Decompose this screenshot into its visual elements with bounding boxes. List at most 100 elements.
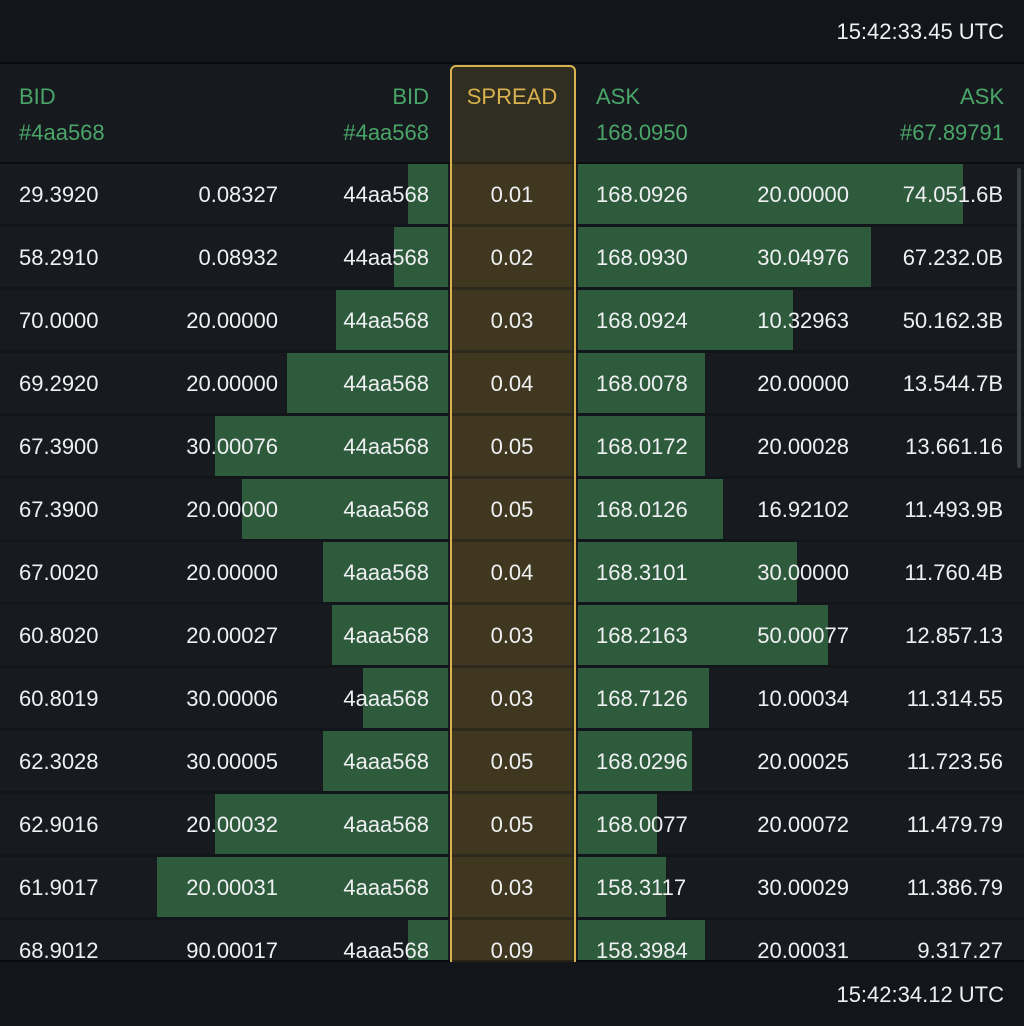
ask-quantity: 16.92102 <box>757 497 849 522</box>
bid-quantity: 20.00000 <box>186 560 278 585</box>
order-row[interactable]: 58.2910 0.08932 44aa568 0.02 168.0930 30.0497… <box>0 227 1024 287</box>
bid-total: 4aaa568 <box>343 686 429 711</box>
ask-price: 158.3117 <box>596 875 687 900</box>
order-row[interactable]: 29.3920 0.08327 44aa568 0.01 168.0926 20.0000… <box>0 164 1024 224</box>
spread-value: 0.03 <box>490 308 534 333</box>
bid-total: 4aaa568 <box>343 497 429 522</box>
bid-quantity: 30.00076 <box>186 434 278 459</box>
ask-depth-bar <box>578 227 872 287</box>
order-row[interactable]: 67.3900 20.00000 4aaa568 0.05 168.0126 16.921… <box>0 479 1024 539</box>
order-row[interactable]: 61.9017 20.00031 4aaa568 0.03 158.3117 30.000… <box>0 857 1024 917</box>
ask-price: 168.0172 <box>596 434 688 459</box>
spread-value: 0.05 <box>490 812 534 837</box>
spread-value: 0.04 <box>490 560 534 585</box>
ask-depth-bar <box>578 920 706 960</box>
bid-depth-bar <box>215 794 448 854</box>
bid-total: 44aa568 <box>343 182 429 207</box>
header-bid-right-sub: #4aa568 <box>343 120 429 145</box>
header-ask-right: ASK <box>959 84 1004 109</box>
bid-price: 62.3028 <box>19 749 99 774</box>
bid-quantity: 20.00027 <box>186 623 278 648</box>
bid-price: 69.2920 <box>19 371 99 396</box>
bid-depth-bar <box>407 164 448 224</box>
bid-depth-bar <box>331 605 448 665</box>
bid-depth-bar <box>156 857 448 917</box>
ask-depth-bar <box>578 794 657 854</box>
order-row[interactable]: 67.0020 20.00000 4aaa568 0.04 168.3101 30.000… <box>0 542 1024 602</box>
bid-depth-bar <box>215 416 448 476</box>
ask-quantity: 10.00034 <box>757 686 849 711</box>
ask-total: 11.723.56 <box>906 749 1003 774</box>
bid-quantity: 20.00000 <box>186 308 278 333</box>
order-row[interactable]: 68.9012 90.00017 4aaa568 0.09 158.3984 20.000… <box>0 920 1024 960</box>
spread-cell-bg <box>452 416 572 476</box>
top-timestamp: 15:42:33.45 UTC <box>836 19 1004 44</box>
ask-quantity: 10.32963 <box>757 308 849 333</box>
bid-price: 58.2910 <box>19 245 99 270</box>
order-row[interactable]: 70.0000 20.00000 44aa568 0.03 168.0924 10.329… <box>0 290 1024 350</box>
bid-total: 4aaa568 <box>343 875 429 900</box>
bid-quantity: 20.00000 <box>186 497 278 522</box>
spread-cell-bg <box>452 479 572 539</box>
ask-quantity: 30.04976 <box>757 245 849 270</box>
bid-total: 4aaa568 <box>343 560 429 585</box>
order-book-header: BID #4aa568 BID #4aa568 SPREAD ASK 168.0… <box>0 64 1024 165</box>
ask-price: 168.0126 <box>596 497 688 522</box>
ask-quantity: 30.00029 <box>757 875 849 900</box>
bid-total: 44aa568 <box>343 434 429 459</box>
bid-quantity: 20.00000 <box>186 371 278 396</box>
ask-quantity: 20.00072 <box>757 812 849 837</box>
scrollbar[interactable] <box>1017 168 1021 468</box>
bid-price: 67.0020 <box>19 560 99 585</box>
bid-total: 4aaa568 <box>343 749 429 774</box>
order-row[interactable]: 60.8020 20.00027 4aaa568 0.03 168.2163 50.000… <box>0 605 1024 665</box>
ask-price: 168.3101 <box>596 560 688 585</box>
bid-price: 62.9016 <box>19 812 99 837</box>
bid-depth-bar <box>322 731 448 791</box>
bid-depth-bar <box>394 227 448 287</box>
spread-cell-bg <box>452 605 572 665</box>
bid-total: 4aaa568 <box>343 812 429 837</box>
ask-quantity: 20.00000 <box>757 371 849 396</box>
spread-cell-bg <box>452 227 572 287</box>
bid-depth-bar <box>362 668 448 728</box>
ask-depth-bar <box>578 731 692 791</box>
ask-total: 11.479.79 <box>906 812 1003 837</box>
bid-price: 68.9012 <box>19 938 99 960</box>
order-row[interactable]: 67.3900 30.00076 44aa568 0.05 168.0172 20.000… <box>0 416 1024 476</box>
bid-price: 70.0000 <box>19 308 99 333</box>
header-bid-left: BID <box>19 84 56 109</box>
bid-quantity: 20.00032 <box>186 812 278 837</box>
footer-bar: 15:42:34.12 UTC <box>0 960 1024 1026</box>
bid-depth-bar <box>241 479 448 539</box>
ask-depth-bar <box>578 479 723 539</box>
order-row[interactable]: 60.8019 30.00006 4aaa568 0.03 168.7126 10.000… <box>0 668 1024 728</box>
spread-value: 0.05 <box>490 749 534 774</box>
spread-value: 0.05 <box>490 497 534 522</box>
ask-depth-bar <box>578 164 964 224</box>
spread-cell-bg <box>452 920 572 960</box>
spread-value: 0.03 <box>490 686 534 711</box>
bid-total: 44aa568 <box>343 371 429 396</box>
bid-quantity: 0.08932 <box>198 245 278 270</box>
order-row[interactable]: 69.2920 20.00000 44aa568 0.04 168.0078 20.000… <box>0 353 1024 413</box>
bid-depth-bar <box>336 290 448 350</box>
ask-price: 168.0924 <box>596 308 688 333</box>
ask-total: 11.386.79 <box>906 875 1003 900</box>
spread-cell-bg <box>452 668 572 728</box>
ask-total: 13.661.16 <box>905 434 1003 459</box>
bid-price: 60.8020 <box>19 623 99 648</box>
spread-cell-bg <box>452 290 572 350</box>
order-row[interactable]: 62.3028 30.00005 4aaa568 0.05 168.0296 20.000… <box>0 731 1024 791</box>
ask-depth-bar <box>578 668 710 728</box>
ask-quantity: 20.00025 <box>757 749 849 774</box>
spread-cell-bg <box>452 731 572 791</box>
header-bid-right: BID <box>392 84 429 109</box>
ask-depth-bar <box>578 353 706 413</box>
order-row[interactable]: 62.9016 20.00032 4aaa568 0.05 168.0077 20.000… <box>0 794 1024 854</box>
bid-price: 67.3900 <box>19 434 99 459</box>
ask-depth-bar <box>578 416 706 476</box>
header-ask-left: ASK <box>596 84 641 109</box>
top-bar: 15:42:33.45 UTC <box>0 0 1024 64</box>
bid-total: 44aa568 <box>343 245 429 270</box>
